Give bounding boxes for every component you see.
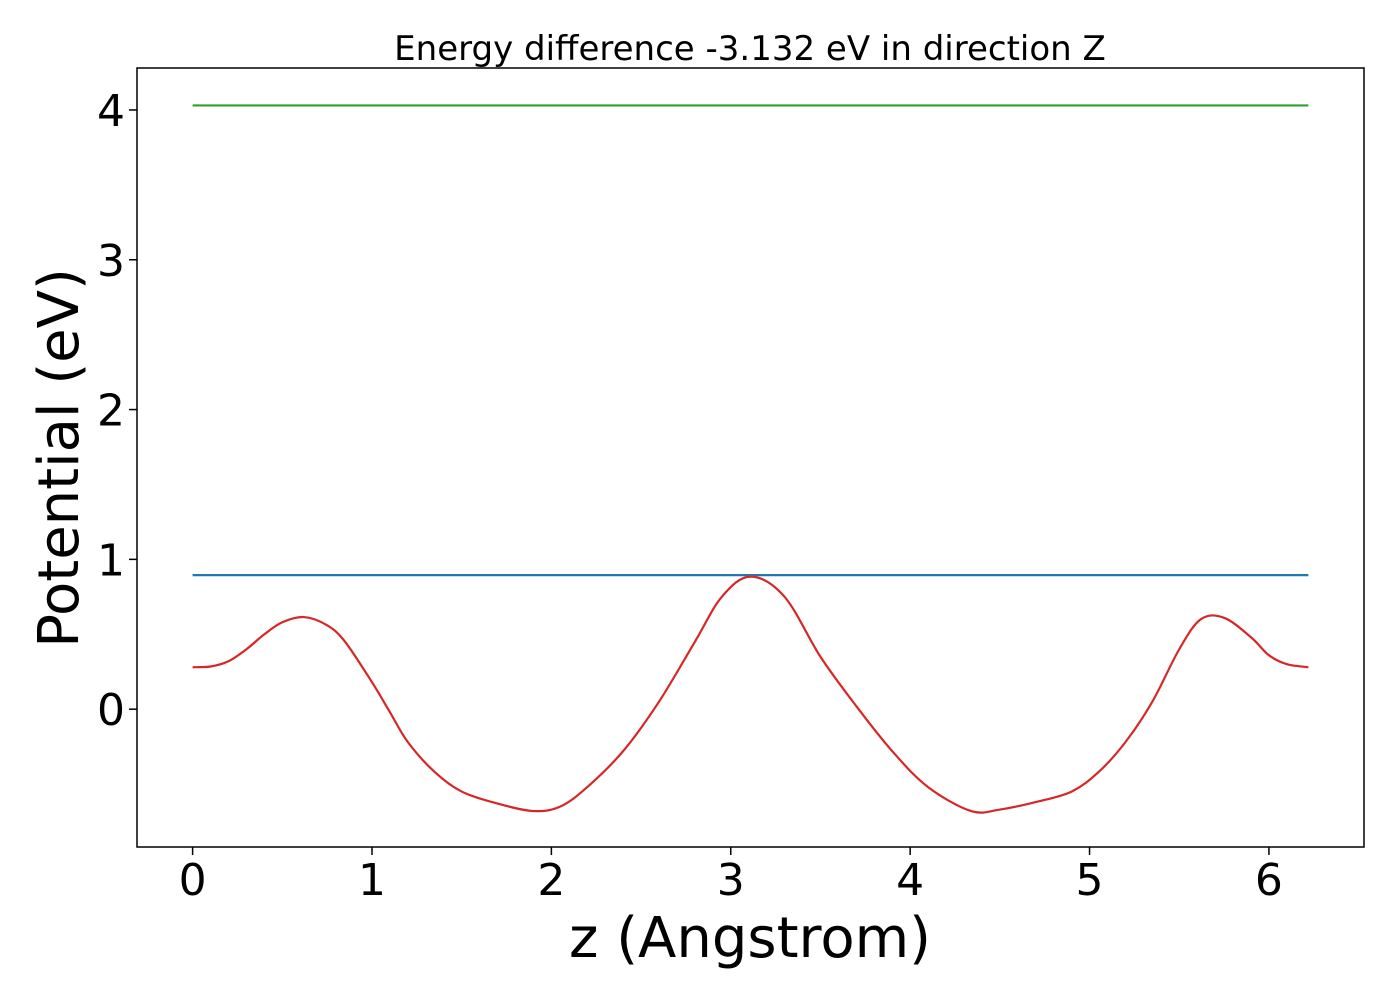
x-tick-label: 6: [1255, 855, 1283, 906]
x-tick-label: 1: [358, 855, 386, 906]
x-tick-label: 3: [717, 855, 745, 906]
y-axis-label: Potential (eV): [27, 268, 92, 648]
series-line-2: [192, 575, 1309, 814]
x-tick-label: 2: [537, 855, 565, 906]
x-tick-label: 0: [179, 855, 207, 906]
y-tick-label: 2: [97, 386, 125, 437]
x-axis-label: z (Angstrom): [569, 906, 931, 971]
y-tick-label: 3: [97, 236, 125, 287]
x-tick-label: 4: [896, 855, 924, 906]
y-tick-label: 0: [97, 685, 125, 736]
y-tick-label: 1: [97, 535, 125, 586]
plot-frame: [136, 67, 1365, 848]
x-tick-label: 5: [1076, 855, 1104, 906]
chart-title: Energy difference -3.132 eV in direction…: [394, 29, 1106, 69]
y-tick-label: 4: [97, 86, 125, 137]
